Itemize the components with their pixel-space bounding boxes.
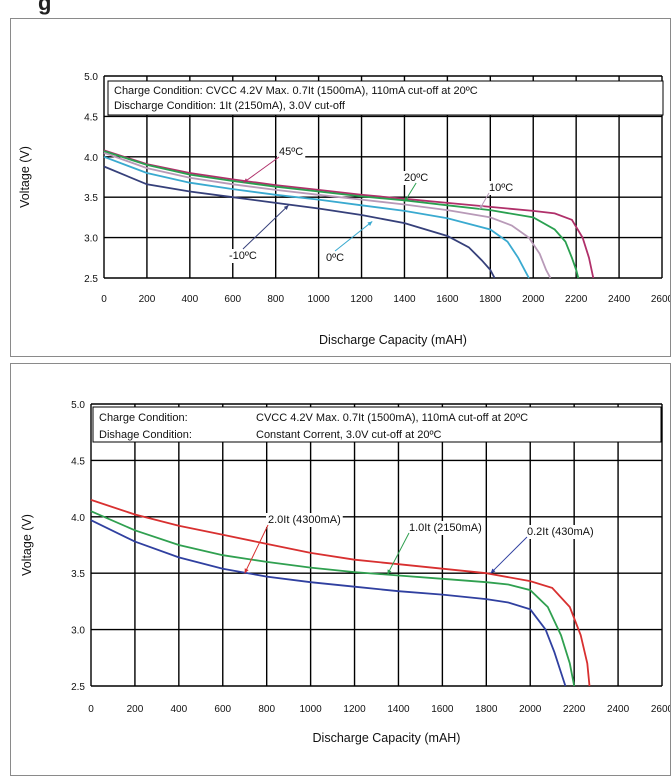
series-annotation: -10ºC [229,250,257,262]
annotation-arrow-head [244,568,249,574]
annotation-arrow-line [244,524,269,574]
x-tick-label: 0 [88,704,94,715]
x-tick-label: 2400 [607,704,630,715]
condition-note: CVCC 4.2V Max. 0.7It (1500mA), 110mA cut… [256,412,528,424]
x-tick-label: 200 [139,294,156,305]
x-tick-label: 1400 [393,294,416,305]
annotation-arrow-head [387,569,392,575]
y-tick-label: 3.5 [71,569,85,580]
y-tick-label: 3.5 [84,193,98,204]
series-line-2 [90,519,567,687]
annotation-arrow-line [243,156,280,184]
annotation-arrow-head [283,205,289,210]
y-tick-label: 3.0 [71,626,85,637]
x-tick-label: 0 [101,294,107,305]
series-line-0 [90,499,591,687]
series-line-1 [90,510,576,687]
annotation-background [402,171,431,185]
series-annotation: 2.0It (4300mA) [268,514,341,526]
x-tick-label: 1800 [479,294,502,305]
x-tick-label: 2200 [563,704,586,715]
series-line-0 [103,149,595,279]
series-annotation: 0.2It (430mA) [527,526,594,538]
x-tick-label: 1200 [350,294,373,305]
annotation-background [266,513,343,527]
x-tick-label: 2000 [522,294,545,305]
page-header-fragment: g [38,0,52,15]
annotation-arrow-line [242,204,289,250]
y-tick-label: 2.5 [84,274,98,285]
annotation-background [277,145,306,159]
annotation-arrow-head [243,178,249,183]
condition-note-box [107,80,664,116]
y-tick-label: 5.0 [71,400,85,411]
series-annotation: 0ºC [326,252,344,264]
y-tick-label: 4.5 [71,456,85,467]
annotation-arrow-line [334,221,373,252]
annotation-background [407,521,484,535]
x-tick-label: 600 [214,704,231,715]
chart-panel-temperature: 0 200 400 600 800 1000 1200 1400 1600 1800 2000 220… [10,18,671,357]
annotation-background [324,251,347,265]
x-tick-label: 2400 [608,294,631,305]
x-tick-label: 2000 [519,704,542,715]
annotation-background [227,249,259,263]
condition-note: Constant Corrent, 3.0V cut-off at 20ºC [256,429,441,441]
x-tick-label: 200 [127,704,144,715]
annotation-arrow-head [367,221,373,226]
annotation-background [525,525,596,539]
y-tick-label: 4.5 [84,112,98,123]
condition-note: Charge Condition: [99,412,188,424]
x-tick-label: 400 [171,704,188,715]
y-tick-label: 4.0 [71,513,85,524]
x-tick-label: 1200 [343,704,366,715]
y-tick-label: 3.0 [84,234,98,245]
x-tick-label: 2600 [651,704,671,715]
condition-note: Charge Condition: CVCC 4.2V Max. 0.7It (… [114,85,478,97]
x-axis-label: Discharge Capacity (mAH) [313,731,461,745]
annotation-arrow-head [490,568,496,574]
series-line-4 [103,165,496,279]
series-annotation: 20ºC [404,172,428,184]
x-tick-label: 1000 [299,704,322,715]
condition-note-box [92,406,662,443]
series-line-2 [103,151,552,279]
series-line-3 [103,155,530,279]
x-axis-label: Discharge Capacity (mAH) [319,333,467,347]
series-annotation: 1.0It (2150mA) [409,522,482,534]
series-line-1 [103,150,580,279]
x-tick-label: 600 [224,294,241,305]
x-tick-label: 1000 [307,294,330,305]
annotation-arrow-line [387,532,410,575]
x-tick-label: 800 [267,294,284,305]
annotation-background [487,181,516,195]
x-tick-label: 1600 [436,294,459,305]
y-tick-label: 2.5 [71,682,85,693]
x-tick-label: 1400 [387,704,410,715]
series-annotation: 10ºC [489,182,513,194]
x-tick-label: 400 [182,294,199,305]
condition-note: Dishage Condition: [99,429,192,441]
annotation-arrow-head [404,197,409,203]
chart-rate-discharge: 0 200 400 600 800 1000 1200 1400 1600 1800 2000 220… [20,400,671,745]
annotation-arrow-head [479,204,484,210]
y-tick-label: 4.0 [84,153,98,164]
y-axis-label: Voltage (V) [20,514,34,576]
chart-panel-rate: 0 200 400 600 800 1000 1200 1400 1600 1800 2000 220… [10,363,671,776]
x-tick-label: 2200 [565,294,588,305]
x-tick-label: 1800 [475,704,498,715]
series-annotation: 45ºC [279,146,303,158]
x-tick-label: 2600 [651,294,671,305]
y-tick-label: 5.0 [84,72,98,83]
x-tick-label: 1600 [431,704,454,715]
annotation-arrow-line [490,536,528,574]
x-tick-label: 800 [258,704,275,715]
y-axis-label: Voltage (V) [18,146,32,208]
chart-temperature-discharge: 0 200 400 600 800 1000 1200 1400 1600 1800 2000 220… [18,72,671,347]
condition-note: Discharge Condition: 1It (2150mA), 3.0V … [114,100,346,112]
